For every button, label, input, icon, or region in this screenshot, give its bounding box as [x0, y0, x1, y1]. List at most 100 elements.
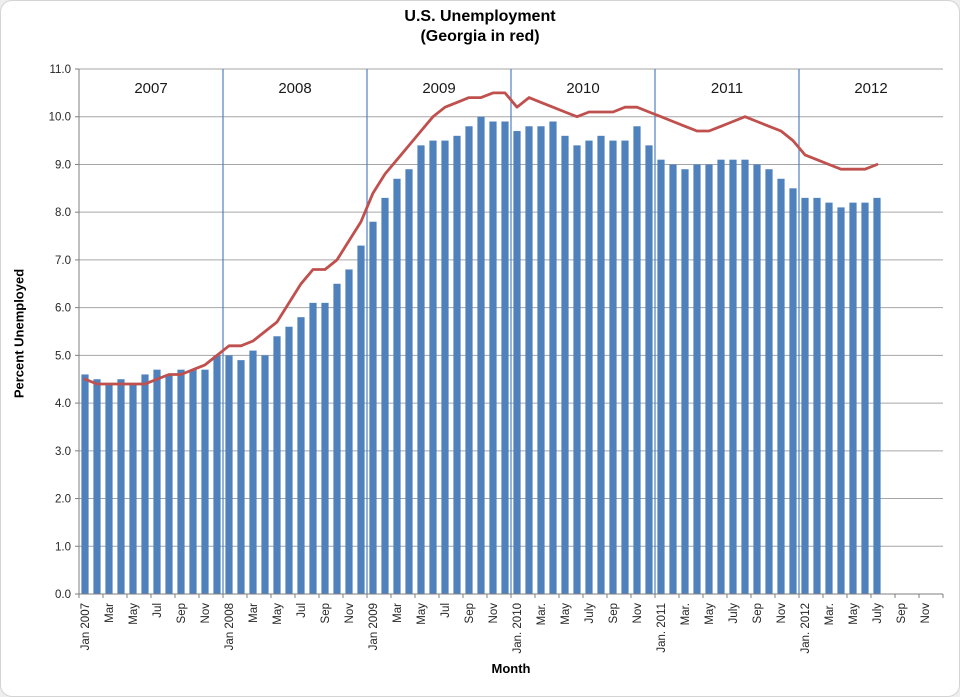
us-bar: [225, 355, 233, 594]
x-tick-label: Sep: [320, 603, 332, 623]
y-tick-label: 10.0: [49, 112, 71, 124]
x-tick-label: May: [416, 603, 428, 625]
us-bar: [141, 374, 149, 594]
us-bar: [849, 202, 857, 595]
y-tick-label: 8.0: [55, 207, 71, 219]
us-bar: [165, 374, 173, 594]
us-bar: [741, 159, 749, 594]
georgia-line: [83, 91, 879, 386]
x-tick-label: May: [272, 603, 284, 625]
us-bar: [561, 135, 569, 594]
x-tick-label: May: [848, 603, 860, 625]
y-tick-label: 5.0: [55, 350, 71, 362]
us-bar: [633, 126, 641, 594]
x-tick-label: Sep: [608, 603, 620, 623]
us-bar: [537, 126, 545, 594]
x-tick-label: Sep: [464, 603, 476, 623]
x-tick-label: July: [728, 603, 740, 624]
x-tick-label: Nov: [488, 603, 500, 624]
x-tick-label: May: [128, 603, 140, 625]
us-bar: [801, 197, 809, 594]
us-bar: [861, 202, 869, 595]
x-tick-label: Jan. 2010: [512, 603, 524, 654]
x-tick-label: Nov: [344, 603, 356, 624]
year-label: 2010: [566, 80, 599, 97]
x-tick-label: Nov: [920, 603, 932, 624]
x-axis-title: Month: [491, 661, 531, 676]
us-bar: [285, 326, 293, 594]
us-bar: [789, 188, 797, 594]
us-bar: [657, 159, 665, 594]
us-bar: [525, 126, 533, 594]
us-bar: [681, 169, 689, 594]
us-bar: [249, 350, 257, 594]
us-bar: [597, 135, 605, 594]
us-bar: [825, 202, 833, 595]
x-tick-label: Jul: [440, 603, 452, 618]
x-tick-label: Jan 2007: [80, 603, 92, 650]
x-tick-label: Mar: [104, 603, 116, 623]
us-bar: [717, 159, 725, 594]
y-tick-label: 0.0: [55, 589, 71, 601]
us-bar: [261, 355, 269, 594]
us-bar: [297, 317, 305, 594]
us-bar: [177, 369, 185, 594]
us-bar: [609, 140, 617, 594]
us-bar: [273, 336, 281, 594]
x-tick-label: Mar.: [536, 603, 548, 625]
us-bar: [669, 164, 677, 595]
x-tick-label: May: [560, 603, 572, 625]
us-bar: [813, 197, 821, 594]
us-bar: [453, 135, 461, 594]
y-tick-label: 2.0: [55, 494, 71, 506]
us-bar: [501, 121, 509, 594]
us-bar: [309, 302, 317, 594]
us-bar: [645, 145, 653, 594]
us-bar: [189, 369, 197, 594]
y-tick-label: 11.0: [49, 64, 71, 76]
us-bar: [237, 360, 245, 594]
y-tick-label: 1.0: [55, 541, 71, 553]
us-bar: [369, 221, 377, 594]
us-bar: [417, 145, 425, 594]
us-bar: [753, 164, 761, 595]
year-label: 2007: [134, 80, 167, 97]
x-tick-label: Nov: [632, 603, 644, 624]
us-bar: [513, 131, 521, 594]
year-label: 2011: [711, 80, 743, 97]
us-bar: [549, 121, 557, 594]
x-tick-label: Jan. 2012: [800, 603, 812, 654]
us-bar: [129, 384, 137, 594]
us-bar: [873, 197, 881, 594]
us-bar: [201, 369, 209, 594]
us-bar: [477, 116, 485, 595]
us-bar: [81, 374, 89, 594]
us-bar: [105, 384, 113, 594]
us-bar: [465, 126, 473, 594]
us-bar: [573, 145, 581, 594]
y-tick-label: 6.0: [55, 303, 71, 315]
chart-subtitle: (Georgia in red): [420, 28, 540, 45]
x-tick-label: Sep: [896, 603, 908, 623]
x-tick-label: Sep: [176, 603, 188, 623]
us-bar: [705, 164, 713, 595]
year-label: 2009: [422, 80, 455, 97]
us-bar: [393, 178, 401, 595]
y-tick-label: 3.0: [55, 446, 71, 458]
us-bar: [441, 140, 449, 594]
us-bar: [585, 140, 593, 594]
us-bar: [117, 379, 125, 594]
y-axis-title: Percent Unemployed: [11, 268, 27, 399]
us-bar: [777, 178, 785, 595]
x-tick-label: Mar.: [824, 603, 836, 625]
us-bar: [153, 369, 161, 594]
us-bar: [405, 169, 413, 594]
y-tick-label: 7.0: [55, 255, 71, 267]
x-tick-label: Jan 2009: [368, 603, 380, 650]
x-tick-label: Mar: [392, 603, 404, 623]
x-tick-label: Jan. 2011: [656, 603, 668, 653]
x-tick-label: May: [704, 603, 716, 625]
y-tick-label: 9.0: [55, 159, 71, 171]
